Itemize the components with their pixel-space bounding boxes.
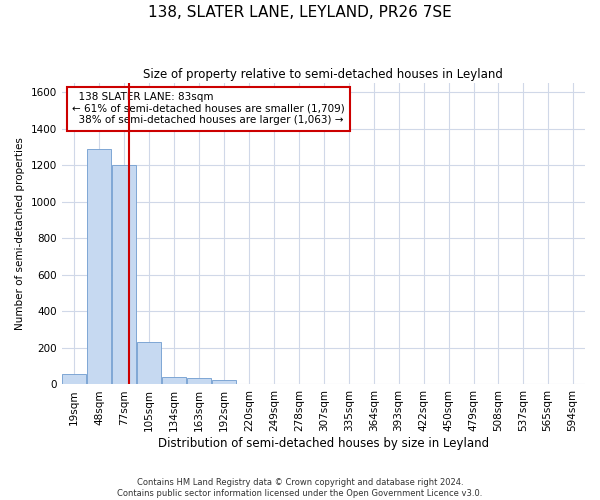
- Bar: [162, 377, 186, 384]
- Bar: [212, 380, 236, 384]
- Text: 138 SLATER LANE: 83sqm
← 61% of semi-detached houses are smaller (1,709)
  38% o: 138 SLATER LANE: 83sqm ← 61% of semi-det…: [72, 92, 345, 126]
- X-axis label: Distribution of semi-detached houses by size in Leyland: Distribution of semi-detached houses by …: [158, 437, 489, 450]
- Bar: [112, 166, 136, 384]
- Text: 138, SLATER LANE, LEYLAND, PR26 7SE: 138, SLATER LANE, LEYLAND, PR26 7SE: [148, 5, 452, 20]
- Text: Contains HM Land Registry data © Crown copyright and database right 2024.
Contai: Contains HM Land Registry data © Crown c…: [118, 478, 482, 498]
- Bar: [187, 378, 211, 384]
- Bar: [87, 149, 111, 384]
- Title: Size of property relative to semi-detached houses in Leyland: Size of property relative to semi-detach…: [143, 68, 503, 80]
- Bar: [62, 374, 86, 384]
- Y-axis label: Number of semi-detached properties: Number of semi-detached properties: [15, 138, 25, 330]
- Bar: [137, 342, 161, 384]
